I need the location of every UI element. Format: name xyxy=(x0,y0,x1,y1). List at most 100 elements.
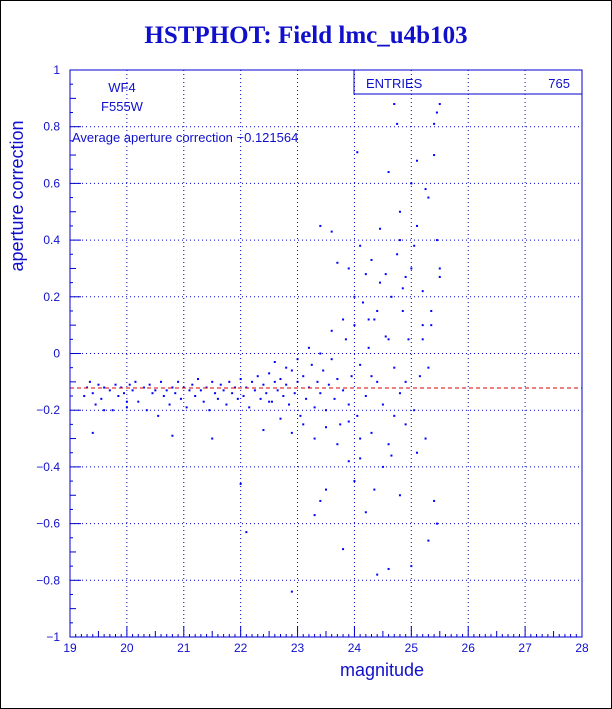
data-point xyxy=(248,406,251,409)
data-point xyxy=(342,548,345,551)
data-point xyxy=(424,188,427,191)
x-tick-label: 20 xyxy=(120,641,134,655)
data-point xyxy=(401,309,404,312)
data-point xyxy=(268,400,271,403)
data-point xyxy=(273,380,276,383)
x-tick-label: 19 xyxy=(63,641,77,655)
data-point xyxy=(222,389,225,392)
data-point xyxy=(381,465,384,468)
data-point xyxy=(239,378,242,381)
data-point xyxy=(387,567,390,570)
data-point xyxy=(160,380,163,383)
data-point xyxy=(290,590,293,593)
data-point xyxy=(336,443,339,446)
data-point xyxy=(239,482,242,485)
data-point xyxy=(174,392,177,395)
data-point xyxy=(211,437,214,440)
data-point xyxy=(398,239,401,242)
data-point xyxy=(319,499,322,502)
data-point xyxy=(359,363,362,366)
data-point xyxy=(128,383,131,386)
data-point xyxy=(279,417,282,420)
data-point xyxy=(319,352,322,355)
data-point xyxy=(401,287,404,290)
data-point xyxy=(302,423,305,426)
data-point xyxy=(350,375,353,378)
data-point xyxy=(361,301,364,304)
data-point xyxy=(356,151,359,154)
stats-entries-value: 765 xyxy=(548,76,570,91)
data-point xyxy=(370,258,373,261)
data-point xyxy=(427,366,430,369)
data-point xyxy=(299,414,302,417)
data-point xyxy=(410,565,413,568)
data-point xyxy=(288,403,291,406)
data-point xyxy=(413,244,416,247)
data-point xyxy=(433,499,436,502)
data-point xyxy=(438,103,441,106)
data-point xyxy=(91,431,94,434)
data-point xyxy=(290,431,293,434)
data-point xyxy=(410,267,413,270)
data-point xyxy=(202,400,205,403)
data-point xyxy=(114,383,117,386)
data-point xyxy=(268,372,271,375)
y-tick-label: 0.2 xyxy=(43,290,60,304)
y-tick-label: 0 xyxy=(53,347,60,361)
data-point xyxy=(162,395,165,398)
data-point xyxy=(410,182,413,185)
data-point xyxy=(333,397,336,400)
data-point xyxy=(330,230,333,233)
data-points xyxy=(83,103,441,593)
data-point xyxy=(259,397,262,400)
data-point xyxy=(117,395,120,398)
data-point xyxy=(171,434,174,437)
data-point xyxy=(125,400,128,403)
data-point xyxy=(438,275,441,278)
data-point xyxy=(154,389,157,392)
data-point xyxy=(387,171,390,174)
data-point xyxy=(370,431,373,434)
data-point xyxy=(145,409,148,412)
data-point xyxy=(379,227,382,230)
data-point xyxy=(381,403,384,406)
x-tick-label: 27 xyxy=(518,641,532,655)
data-point xyxy=(373,488,376,491)
data-point xyxy=(347,403,350,406)
data-point xyxy=(376,380,379,383)
x-tick-label: 25 xyxy=(405,641,419,655)
filter-label: F555W xyxy=(101,99,144,114)
data-point xyxy=(313,406,316,409)
data-point xyxy=(421,324,424,327)
data-point xyxy=(325,426,327,429)
data-point xyxy=(398,210,401,213)
data-point xyxy=(251,380,254,383)
data-point xyxy=(293,392,296,395)
data-point xyxy=(387,338,390,341)
data-point xyxy=(398,494,401,497)
data-point xyxy=(91,392,94,395)
data-point xyxy=(430,324,433,327)
data-point xyxy=(435,111,438,114)
data-point xyxy=(279,378,282,381)
x-tick-label: 22 xyxy=(234,641,248,655)
data-point xyxy=(253,389,256,392)
data-point xyxy=(367,346,370,349)
data-point xyxy=(396,122,399,125)
data-point xyxy=(364,395,367,398)
data-point xyxy=(370,375,373,378)
data-point xyxy=(245,531,248,534)
data-point xyxy=(390,454,393,457)
data-point xyxy=(194,395,197,398)
y-tick-label: −1 xyxy=(46,630,60,644)
data-point xyxy=(427,196,430,199)
data-point xyxy=(376,309,379,312)
data-point xyxy=(313,437,316,440)
data-point xyxy=(137,400,140,403)
average-label: Average aperture correction −0.121564 xyxy=(72,130,298,145)
data-point xyxy=(103,409,106,412)
data-point xyxy=(276,389,279,392)
data-point xyxy=(393,103,396,106)
data-point xyxy=(373,318,376,321)
data-point xyxy=(404,423,407,426)
